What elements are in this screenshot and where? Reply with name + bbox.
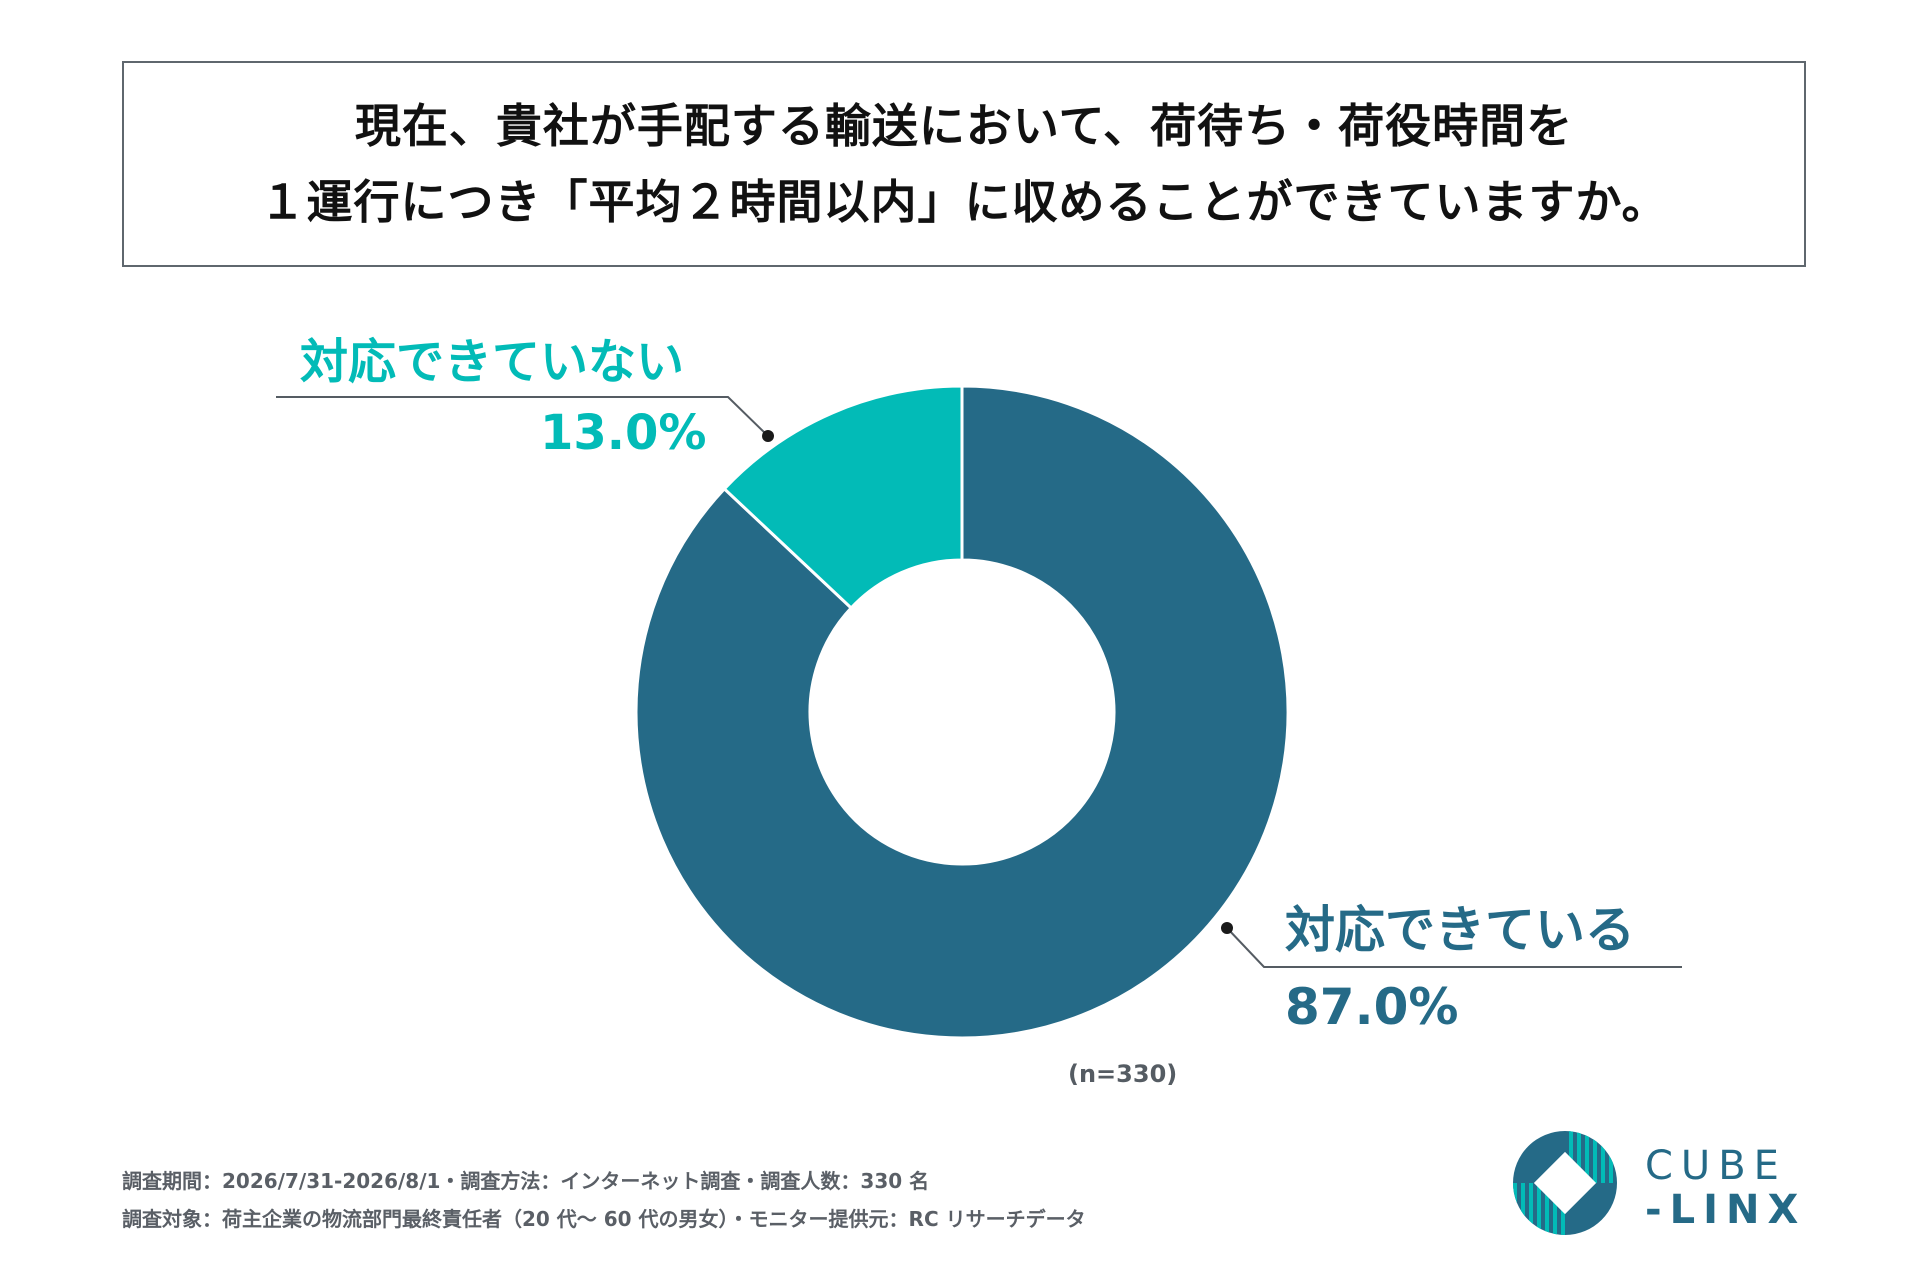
survey-period-note: 調査期間：2026/7/31-2026/8/1・調査方法：インターネット調査・調… [122, 1169, 930, 1193]
leader-line-not-achieved-dot [762, 430, 774, 442]
sample-size-note: (n=330) [1068, 1060, 1178, 1088]
slice-value-achieved: 87.0% [1285, 978, 1459, 1036]
slice-not-achieved [722, 384, 964, 611]
question-title-line-2: １運行につき「平均２時間以内」に収めることができていますか。 [259, 175, 1669, 229]
logo-text-cube: CUBE [1645, 1143, 1787, 1189]
leader-line-not-achieved [276, 396, 769, 437]
question-title-line-1: 現在、貴社が手配する輸送において、荷待ち・荷役時間を [354, 99, 1574, 153]
cube-linx-logo: CUBE -LINX [1505, 1125, 1805, 1240]
leader-line-achieved-dot [1221, 922, 1233, 934]
survey-target-note: 調査対象：荷主企業の物流部門最終責任者（20 代〜 60 代の男女）・モニター提… [122, 1207, 1086, 1231]
slice-label-not-achieved: 対応できていない [300, 334, 685, 390]
question-title-box: 現在、貴社が手配する輸送において、荷待ち・荷役時間を １運行につき「平均２時間以… [122, 61, 1806, 267]
logo-mark-icon [1513, 1131, 1617, 1235]
slice-label-achieved: 対応できている [1285, 901, 1635, 959]
logo-text-linx: -LINX [1645, 1187, 1807, 1233]
slice-value-not-achieved: 13.0% [540, 405, 707, 461]
slice-achieved [634, 384, 1290, 1040]
leader-line-achieved [1226, 927, 1682, 968]
